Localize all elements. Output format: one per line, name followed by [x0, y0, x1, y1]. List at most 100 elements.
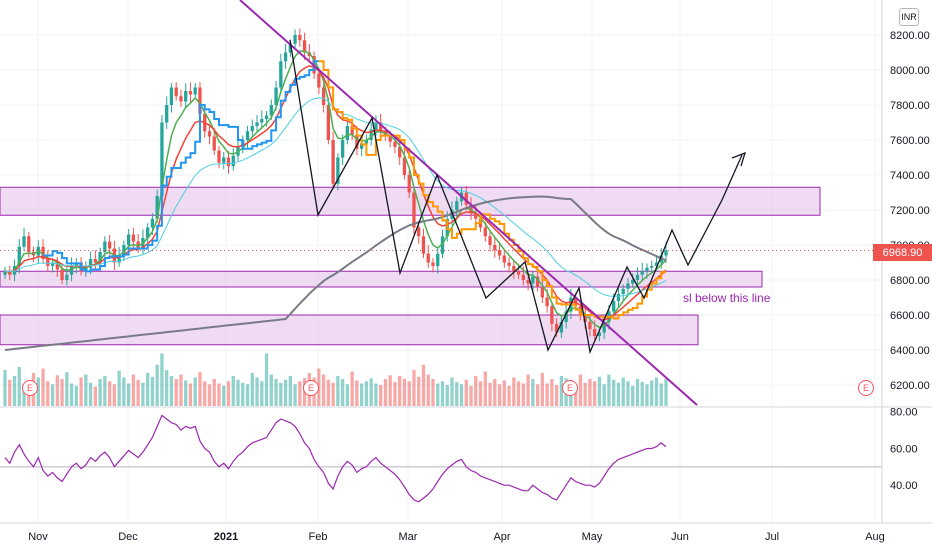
- candle-body: [165, 105, 169, 123]
- candle-body: [217, 150, 221, 163]
- volume-bar: [521, 383, 525, 406]
- volume-bar: [469, 385, 473, 406]
- volume-bar: [298, 381, 302, 406]
- volume-bar: [288, 376, 292, 406]
- volume-bar: [107, 381, 112, 406]
- candle-body: [407, 175, 411, 193]
- volume-bar: [464, 379, 468, 406]
- pattern-projection: [289, 39, 743, 355]
- volume-bar: [383, 379, 388, 406]
- earnings-marker[interactable]: E: [562, 380, 578, 396]
- volume-bar: [497, 384, 502, 406]
- volume-bar: [260, 381, 264, 406]
- volume-bar: [36, 377, 40, 406]
- x-tick-label: Nov: [28, 531, 48, 543]
- y-tick-label: 6800.00: [890, 275, 930, 287]
- candle-body: [122, 245, 126, 256]
- candle-body: [431, 262, 435, 266]
- candle-body: [626, 283, 630, 289]
- volume-bar: [3, 370, 7, 406]
- volume-bar: [217, 383, 221, 406]
- step-blue-line: [43, 60, 319, 273]
- volume-bar: [369, 378, 373, 406]
- y-tick-label: 6400.00: [890, 345, 930, 357]
- candle-body: [65, 274, 69, 280]
- volume-bar: [664, 379, 668, 406]
- candle-body: [3, 271, 7, 275]
- candle-body: [521, 274, 525, 280]
- indicator-lines: [0, 50, 882, 351]
- volume-bar: [426, 374, 430, 406]
- volume-bar: [374, 383, 378, 406]
- candle-body: [440, 236, 445, 254]
- last-price-tag: 6968.90: [873, 244, 932, 261]
- volume-bar: [165, 370, 169, 406]
- candle-body: [174, 87, 178, 97]
- rsi-pane: 80.00 60.00 40.00: [0, 407, 918, 503]
- volume-bar: [136, 379, 140, 406]
- volume-bar: [345, 384, 350, 406]
- candle-body: [222, 157, 226, 163]
- candle-body: [146, 227, 150, 238]
- candle-body: [345, 126, 350, 140]
- earnings-marker[interactable]: E: [22, 380, 38, 396]
- volume-bar: [550, 379, 554, 406]
- candle-body: [126, 234, 131, 245]
- volume-bar: [179, 374, 183, 406]
- y-tick-label: 6200.00: [890, 380, 930, 392]
- volume-bar: [607, 374, 611, 406]
- candle-body: [507, 262, 511, 266]
- volume-bar: [84, 374, 88, 406]
- volume-bar: [88, 382, 93, 406]
- candle-body: [88, 259, 93, 268]
- candle-body: [402, 157, 407, 175]
- volume-bar: [326, 379, 331, 406]
- projection-arrowhead: [731, 151, 747, 167]
- volume-bar: [483, 371, 487, 406]
- currency-badge[interactable]: INR: [899, 8, 919, 26]
- volume-bar: [645, 384, 649, 406]
- earnings-marker[interactable]: E: [858, 380, 874, 396]
- candle-body: [436, 253, 440, 266]
- volume-bar: [573, 383, 578, 406]
- candle-body: [212, 136, 216, 151]
- candle-body: [588, 322, 592, 329]
- candle-body: [512, 266, 516, 272]
- volume-bar: [17, 367, 21, 406]
- candle-body: [136, 241, 140, 249]
- candle-body: [379, 122, 383, 132]
- y-tick-label: 7400.00: [890, 170, 930, 182]
- candlesticks: [3, 28, 668, 342]
- volume-bar: [379, 385, 383, 406]
- volume-bar: [540, 373, 545, 406]
- candle-body: [340, 140, 345, 158]
- volume-bar: [41, 368, 45, 406]
- ema-mid-line: [4, 65, 667, 321]
- volume-bar: [79, 377, 83, 406]
- volume-bar: [436, 383, 440, 406]
- candle-body: [103, 241, 107, 252]
- candle-body: [331, 140, 335, 184]
- candle-body: [650, 266, 654, 268]
- volume-bar: [93, 386, 98, 406]
- x-tick-label: May: [582, 531, 603, 543]
- volume-bar: [554, 385, 559, 406]
- volume-bar: [169, 376, 174, 406]
- candle-body: [283, 52, 288, 62]
- candle-body: [298, 35, 302, 41]
- earnings-marker[interactable]: E: [303, 380, 319, 396]
- candle-body: [421, 236, 426, 254]
- candle-body: [131, 234, 136, 242]
- volume-bar: [212, 379, 216, 406]
- volume-bar: [340, 379, 345, 406]
- zone-rect: [0, 314, 699, 346]
- candle-body: [631, 280, 635, 284]
- volume-bar: [155, 364, 159, 406]
- volume-bar: [559, 376, 564, 406]
- volume-bar: [236, 379, 240, 406]
- candle-body: [531, 276, 535, 284]
- volume-bar: [417, 376, 421, 406]
- x-tick-label: Aug: [865, 531, 885, 543]
- volume-bar: [50, 384, 55, 406]
